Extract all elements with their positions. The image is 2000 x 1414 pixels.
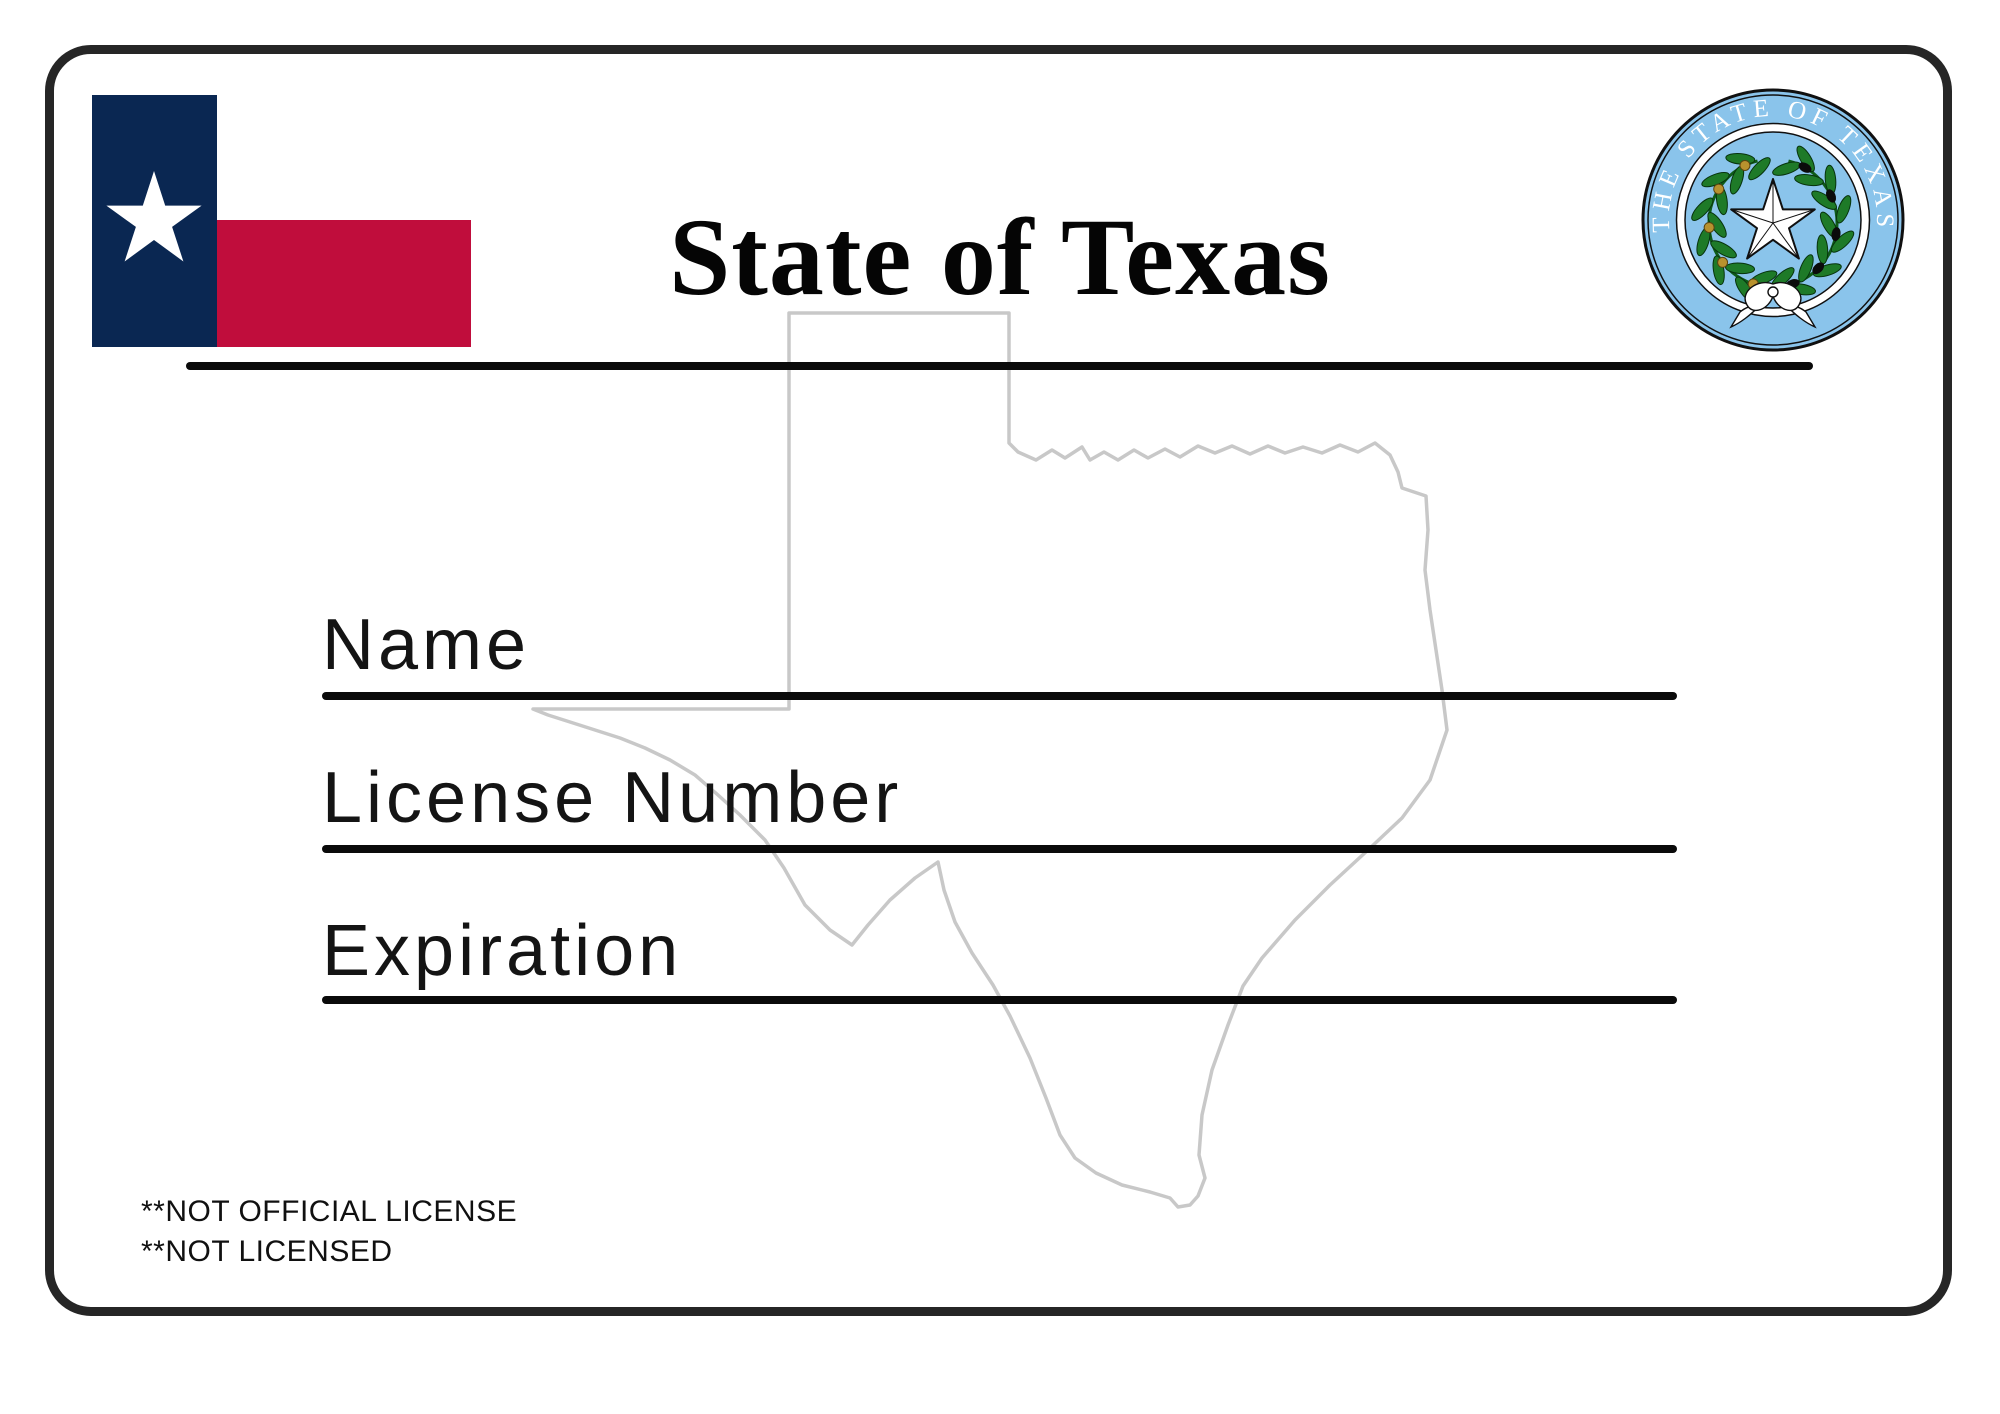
title-rule [186,362,1813,370]
disclaimer-text: **NOT OFFICIAL LICENSE **NOT LICENSED [141,1192,517,1272]
seal-star-icon [1730,178,1816,260]
texas-flag-icon [92,95,471,347]
field-label-name: Name [322,605,531,685]
flag-star-icon [106,171,202,262]
wreath-acorn [1713,183,1725,195]
wreath-olive [1825,189,1837,203]
field-line-expiration [322,996,1677,1004]
wreath-leaf [1748,157,1771,181]
field-label-license-number: License Number [322,758,903,838]
wreath-leaf [1796,145,1815,173]
wreath-olive [1831,227,1841,242]
seal-ring [1647,94,1899,346]
wreath-leaf [1798,254,1814,283]
flag-white-stripe [217,95,471,220]
card-border [45,45,1952,1316]
seal-ribbon-icon [1729,281,1817,329]
texas-state-seal-icon: THE STATE OF TEXAS [1641,88,1905,352]
field-line-license-number [322,845,1677,853]
wreath-olive [1798,162,1812,173]
texas-outline-path [531,311,1449,1209]
disclaimer-line-1: **NOT OFFICIAL LICENSE [141,1195,518,1228]
wreath-olive [1812,262,1825,275]
wreath-acorn [1717,256,1729,268]
wreath-leaf [1812,263,1842,278]
disclaimer-line-2: **NOT LICENSED [141,1235,393,1268]
wreath-acorn [1739,159,1751,171]
field-label-expiration: Expiration [322,911,683,991]
wreath-leaf [1691,197,1714,221]
field-line-name [322,692,1677,700]
wreath-leaf [1794,174,1824,187]
wreath-leaf [1725,262,1756,275]
wreath-leaf [1710,240,1737,259]
wreath-acorn [1703,221,1715,233]
page-title: State of Texas [669,196,1331,318]
flag-red-stripe [217,220,471,347]
wreath-leaf [1836,195,1852,224]
